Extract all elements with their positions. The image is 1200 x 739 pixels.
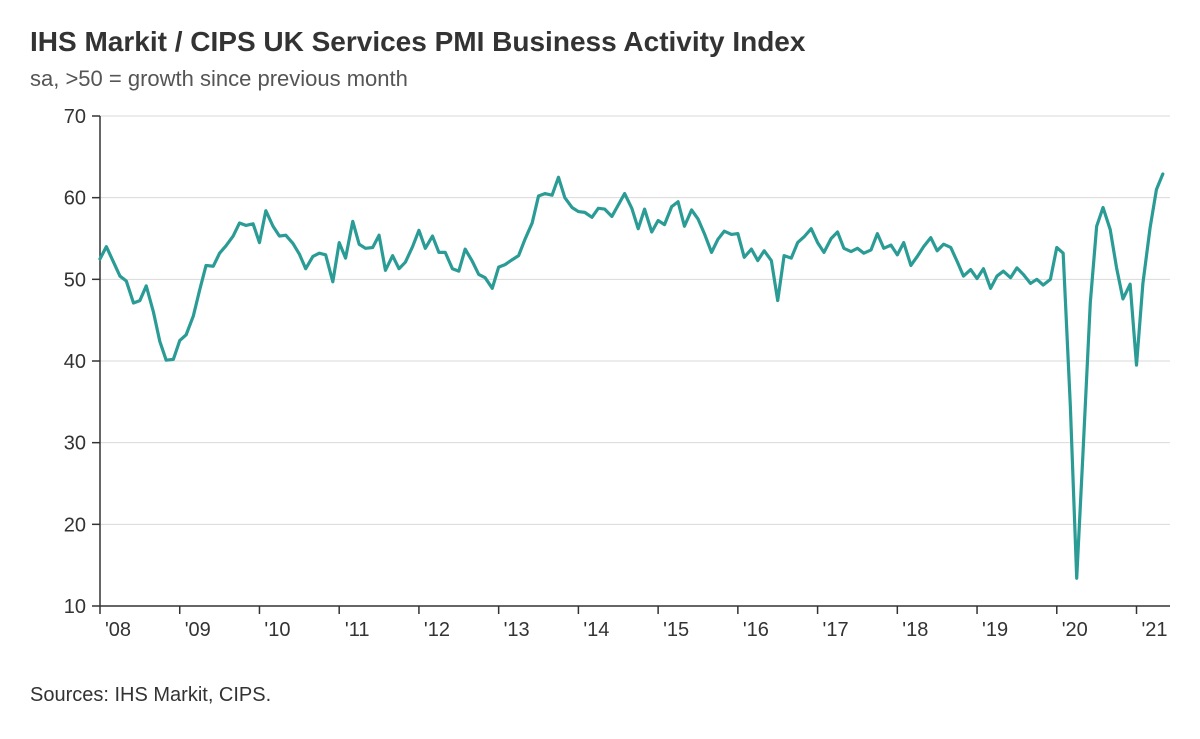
svg-text:'20: '20 (1062, 619, 1088, 641)
svg-text:'19: '19 (982, 619, 1008, 641)
svg-text:'09: '09 (185, 619, 211, 641)
svg-text:40: 40 (64, 351, 86, 373)
chart-plot-area: 10 20 30 40 50 60 70 '08 '09 '10 '11 '12 '13 '14 '15 '1… (30, 106, 1180, 666)
chart-container: IHS Markit / CIPS UK Services PMI Busine… (0, 0, 1200, 739)
chart-sources: Sources: IHS Markit, CIPS. (30, 684, 1180, 707)
svg-text:'21: '21 (1141, 619, 1167, 641)
svg-text:60: 60 (64, 188, 86, 210)
svg-text:'17: '17 (823, 619, 849, 641)
svg-text:10: 10 (64, 596, 86, 618)
svg-text:'18: '18 (902, 619, 928, 641)
svg-text:'14: '14 (583, 619, 609, 641)
chart-title: IHS Markit / CIPS UK Services PMI Busine… (30, 26, 1180, 58)
svg-text:50: 50 (64, 269, 86, 291)
svg-text:'16: '16 (743, 619, 769, 641)
svg-text:'10: '10 (264, 619, 290, 641)
svg-text:'12: '12 (424, 619, 450, 641)
svg-text:'15: '15 (663, 619, 689, 641)
svg-text:'08: '08 (105, 619, 131, 641)
svg-text:30: 30 (64, 433, 86, 455)
line-chart-svg: 10 20 30 40 50 60 70 '08 '09 '10 '11 '12 '13 '14 '15 '1… (30, 106, 1180, 666)
svg-text:70: 70 (64, 106, 86, 128)
svg-text:20: 20 (64, 514, 86, 536)
chart-subtitle: sa, >50 = growth since previous month (30, 66, 1180, 92)
svg-text:'13: '13 (504, 619, 530, 641)
svg-text:'11: '11 (345, 619, 370, 641)
